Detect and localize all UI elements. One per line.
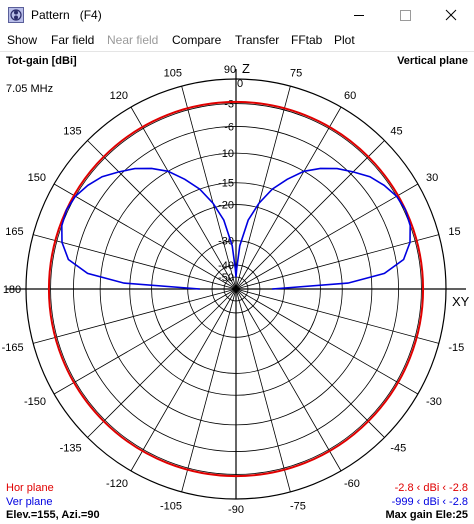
xy-axis-label: XY (452, 294, 470, 309)
angle-tick-label: 165 (5, 226, 23, 238)
grid-spoke (235, 140, 385, 290)
legend-ver-label: Ver plane (6, 496, 53, 508)
grid-spoke (235, 288, 419, 395)
angle-tick-label: 45 (390, 126, 402, 138)
polar-chart: 90 7560453015105120135150165180-165-150-1… (2, 61, 470, 516)
grid-spoke (53, 288, 237, 395)
angle-tick-label: -60 (344, 478, 360, 490)
grid-spoke (235, 288, 342, 472)
angle-tick-label: 75 (290, 68, 302, 80)
menu-fftab[interactable]: FFtab (291, 33, 323, 47)
angle-tick-label: 180 (3, 284, 21, 296)
grid-spoke (181, 86, 237, 290)
grid-spoke (235, 106, 342, 290)
grid-spoke (87, 288, 237, 438)
z-axis-label: Z (242, 61, 250, 76)
menu-near-field: Near field (107, 33, 159, 47)
angle-tick-label: -45 (390, 442, 406, 454)
gain-title: Tot-gain [dBi] (6, 55, 77, 67)
grid-spoke (235, 86, 291, 290)
menu-plot[interactable]: Plot (334, 33, 355, 47)
app-pattern-icon[interactable] (8, 7, 24, 23)
minimize-icon[interactable] (336, 0, 382, 30)
angle-tick-label: 105 (164, 68, 182, 80)
legend-hor-label: Hor plane (6, 482, 54, 494)
hor-plane-trace (47, 100, 425, 478)
title-bar: Pattern (F4) (0, 0, 474, 30)
ver-plane-trace (60, 167, 412, 290)
grid-spoke (130, 106, 237, 290)
menu-transfer[interactable]: Transfer (235, 33, 280, 47)
angle-tick-label: 60 (344, 90, 356, 102)
grid-spoke (130, 288, 237, 472)
grid-spoke (235, 234, 439, 290)
angle-tick-label: 15 (448, 226, 460, 238)
grid-spoke (235, 288, 291, 492)
angle-tick-label: -165 (2, 342, 24, 354)
angle-tick-label: -120 (106, 478, 128, 490)
grid-spoke (87, 140, 237, 290)
ring-db-label: -15 (218, 178, 234, 190)
elevation-readout: Elev.=155, Azi.=90 (6, 509, 100, 521)
angle-tick-label: -75 (290, 500, 306, 512)
plane-title: Vertical plane (397, 55, 468, 67)
maximize-icon[interactable] (382, 0, 428, 30)
grid-spoke (53, 183, 237, 290)
menu-far-field[interactable]: Far field (51, 33, 95, 47)
legend-ver-value: -999 ‹ dBi ‹ -2.8 (391, 496, 468, 508)
legend-hor-value: -2.8 ‹ dBi ‹ -2.8 (394, 482, 468, 494)
angle-tick-label: -30 (426, 396, 442, 408)
grid-spoke (235, 288, 385, 438)
angle-tick-label: -15 (448, 342, 464, 354)
ring-db-label: -50 (218, 272, 234, 284)
grid-spoke (33, 288, 237, 344)
window-title: Pattern (F4) (31, 8, 102, 22)
angle-tick-label: 135 (63, 126, 81, 138)
menu-compare[interactable]: Compare (172, 33, 222, 47)
angle-tick-label: 120 (110, 90, 128, 102)
close-icon[interactable] (428, 0, 474, 30)
angle-tick-label: 30 (426, 172, 438, 184)
angle-tick-label: 90 (224, 64, 236, 76)
grid-spoke (33, 234, 237, 290)
menu-show[interactable]: Show (7, 33, 38, 47)
menu-bar: Show Far field Near field Compare Transf… (0, 30, 474, 52)
angle-tick-label: -150 (24, 396, 46, 408)
angle-tick-label: -135 (60, 442, 82, 454)
angle-tick-label: 150 (28, 172, 46, 184)
ring-db-label: 0 (237, 78, 243, 90)
ring-db-label: -40 (218, 260, 234, 272)
plot-area: Tot-gain [dBi] Vertical plane 7.05 MHz 9… (0, 52, 474, 524)
angle-tick-label: -90 (228, 504, 244, 516)
grid-spoke (181, 288, 237, 492)
grid-spoke (235, 288, 439, 344)
ring-db-label: -10 (218, 148, 234, 160)
ring-db-label: -3 (224, 99, 234, 111)
max-gain-readout: Max gain Ele:25 (385, 509, 468, 521)
ring-db-label: -6 (224, 121, 234, 133)
ring-db-label: -20 (218, 200, 234, 212)
angle-tick-label: -105 (160, 500, 182, 512)
grid-spoke (235, 183, 419, 290)
frequency-label: 7.05 MHz (6, 83, 54, 95)
